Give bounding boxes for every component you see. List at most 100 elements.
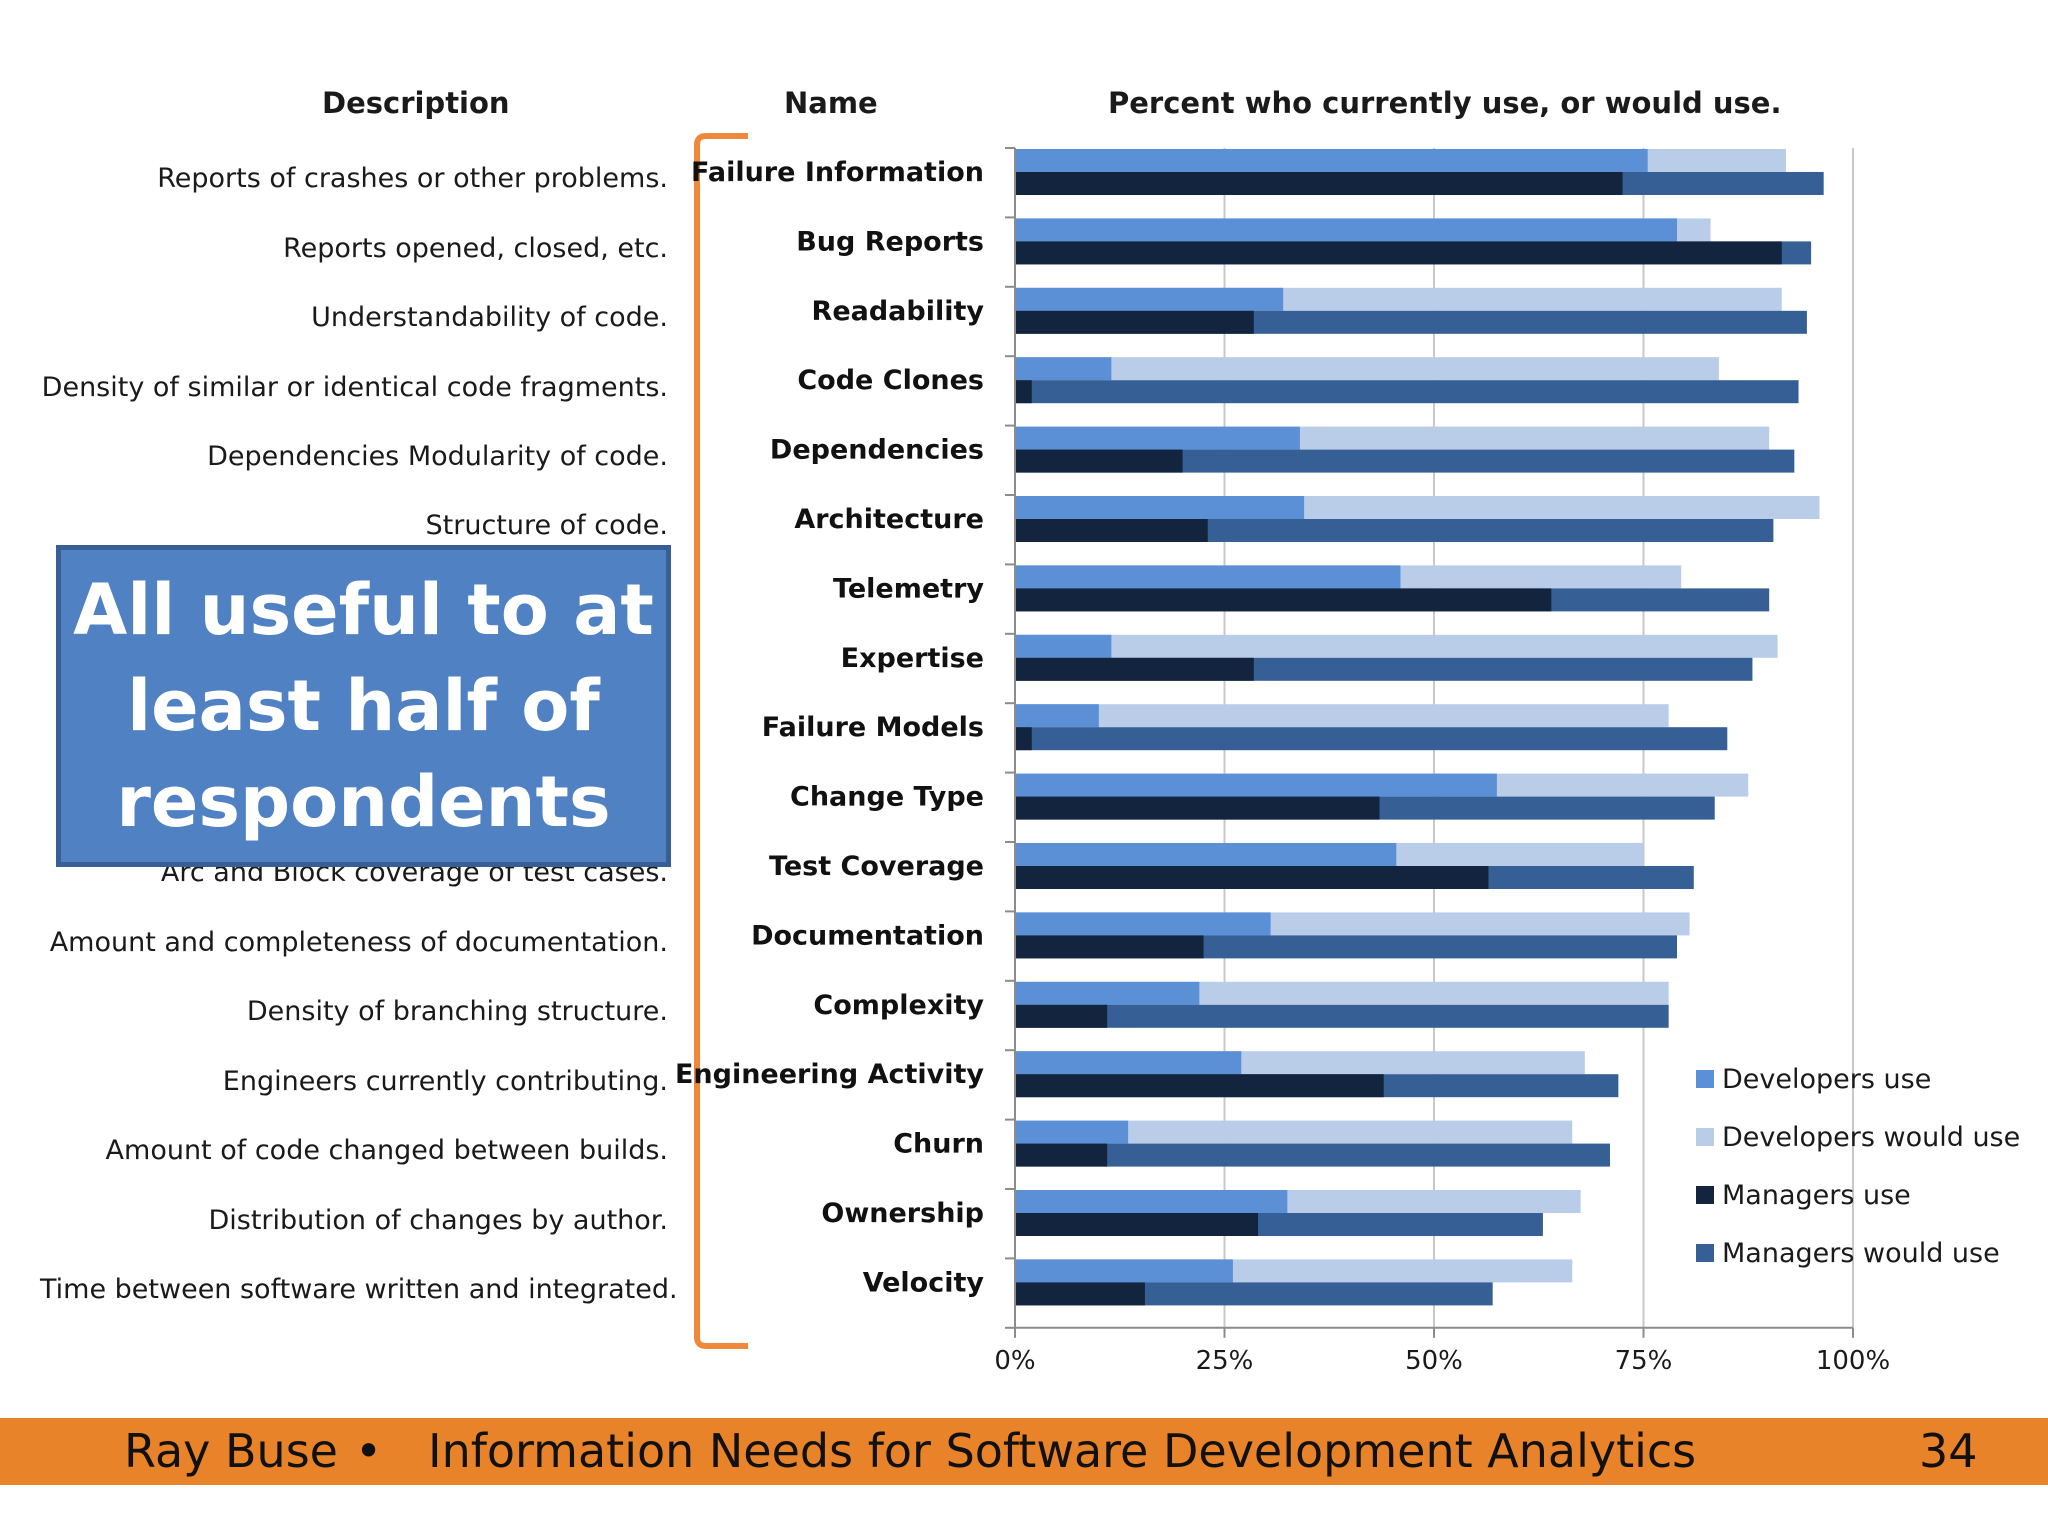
x-tick-label: 50%: [1405, 1346, 1463, 1376]
bracket: [694, 133, 748, 1349]
legend: Developers use Developers would use Manage…: [1696, 1064, 2020, 1269]
legend-swatch: [1696, 1186, 1714, 1204]
category-label: Change Type: [790, 782, 984, 813]
bar-developers-would-use: [1015, 357, 1719, 381]
page-number: 34: [1919, 1424, 1978, 1478]
description-item: Density of branching structure.: [246, 996, 668, 1027]
description-item: Dependencies Modularity of code.: [207, 441, 668, 472]
bar-managers-use: [1015, 380, 1032, 404]
category-label: Churn: [893, 1129, 984, 1160]
axis: 0% 25% 50% 75% 100%: [994, 147, 1890, 1376]
bar-managers-would-use: [1015, 1143, 1610, 1167]
chart-title: Percent who currently use, or would use.: [1108, 86, 1782, 120]
bar-managers-use: [1015, 588, 1552, 612]
description-item: Amount and completeness of documentation…: [49, 927, 668, 958]
name-header: Name: [784, 86, 878, 120]
bar-developers-use: [1015, 218, 1678, 242]
bar-managers-use: [1015, 1004, 1108, 1028]
bar-managers-use: [1015, 241, 1782, 265]
bar-developers-use: [1015, 1120, 1129, 1144]
category-label: Test Coverage: [769, 851, 984, 882]
x-tick-label: 100%: [1816, 1346, 1890, 1376]
x-tick-label: 25%: [1196, 1346, 1254, 1376]
bar-developers-use: [1015, 357, 1112, 381]
footer-title: Information Needs for Software Developme…: [428, 1424, 1697, 1478]
bar-developers-use: [1015, 565, 1401, 589]
bar-managers-use: [1015, 935, 1204, 959]
bar-developers-use: [1015, 912, 1271, 936]
category-label: Bug Reports: [796, 226, 984, 257]
category-label: Documentation: [751, 920, 984, 951]
bar-developers-use: [1015, 704, 1099, 728]
bar-developers-use: [1015, 1051, 1242, 1075]
bar-chart: 0% 25% 50% 75% 100% Failure Information Bug R…: [675, 133, 2020, 1376]
bar-developers-use: [1015, 149, 1648, 172]
category-labels: Failure Information Bug Reports Readabilit…: [675, 157, 984, 1298]
category-label: Velocity: [863, 1267, 985, 1298]
bar-developers-use: [1015, 287, 1284, 311]
legend-label: Developers would use: [1722, 1122, 2020, 1153]
category-label: Failure Models: [762, 712, 984, 743]
bar-managers-would-use: [1015, 1004, 1669, 1028]
description-header: Description: [322, 86, 510, 120]
bar-managers-use: [1015, 657, 1254, 681]
bar-developers-use: [1015, 1190, 1288, 1213]
bar-developers-use: [1015, 981, 1200, 1005]
bar-managers-use: [1015, 1282, 1145, 1306]
category-label: Expertise: [841, 643, 984, 674]
category-label: Failure Information: [691, 157, 984, 188]
bar-managers-use: [1015, 1074, 1384, 1098]
bar-managers-use: [1015, 172, 1623, 195]
description-item: Time between software written and integr…: [40, 1274, 678, 1305]
bar-managers-use: [1015, 310, 1254, 334]
bar-managers-use: [1015, 866, 1489, 889]
legend-label: Managers would use: [1722, 1238, 2000, 1269]
x-tick-label: 75%: [1615, 1346, 1673, 1376]
bar-developers-use: [1015, 843, 1397, 866]
description-item: Understandability of code.: [311, 302, 668, 333]
bar-managers-use: [1015, 519, 1208, 542]
category-label: Ownership: [821, 1198, 984, 1229]
description-item: Reports opened, closed, etc.: [283, 233, 668, 264]
legend-swatch: [1696, 1244, 1714, 1262]
category-label: Telemetry: [833, 573, 984, 604]
bar-developers-would-use: [1015, 704, 1669, 728]
bar-developers-would-use: [1015, 634, 1778, 658]
legend-swatch: [1696, 1128, 1714, 1146]
category-label: Complexity: [813, 990, 984, 1021]
bar-managers-use: [1015, 796, 1380, 820]
footer-bullet: •: [355, 1424, 383, 1478]
description-item: Engineers currently contributing.: [222, 1066, 668, 1097]
bar-developers-use: [1015, 496, 1305, 519]
category-label: Dependencies: [770, 435, 984, 466]
footer-author: Ray Buse: [124, 1424, 338, 1478]
category-label: Engineering Activity: [675, 1059, 984, 1090]
bar-developers-use: [1015, 426, 1300, 450]
bar-developers-would-use: [1015, 1120, 1573, 1144]
legend-label: Managers use: [1722, 1180, 1911, 1211]
legend-label: Developers use: [1722, 1064, 1931, 1095]
bar-managers-use: [1015, 1143, 1108, 1167]
bar-managers-use: [1015, 449, 1183, 473]
category-label: Code Clones: [797, 365, 984, 396]
bar-developers-use: [1015, 634, 1112, 658]
bars: [1015, 149, 1824, 1306]
bar-managers-would-use: [1015, 727, 1728, 751]
description-item: Amount of code changed between builds.: [105, 1135, 668, 1166]
bar-managers-would-use: [1015, 449, 1795, 473]
callout-box: All useful to at least half of responden…: [56, 545, 671, 867]
bar-developers-use: [1015, 1259, 1233, 1283]
bar-developers-use: [1015, 773, 1497, 797]
bar-managers-use: [1015, 727, 1032, 751]
footer-bar: Ray Buse • Information Needs for Softwar…: [0, 1418, 2048, 1485]
description-item: Structure of code.: [425, 510, 669, 541]
bar-managers-use: [1015, 1213, 1259, 1236]
description-item: Distribution of changes by author.: [208, 1205, 668, 1236]
legend-swatch: [1696, 1070, 1714, 1088]
category-label: Architecture: [794, 504, 984, 535]
bar-managers-would-use: [1015, 380, 1799, 404]
description-item: Reports of crashes or other problems.: [157, 163, 668, 194]
description-item: Density of similar or identical code fra…: [41, 372, 668, 403]
x-tick-label: 0%: [994, 1346, 1035, 1376]
